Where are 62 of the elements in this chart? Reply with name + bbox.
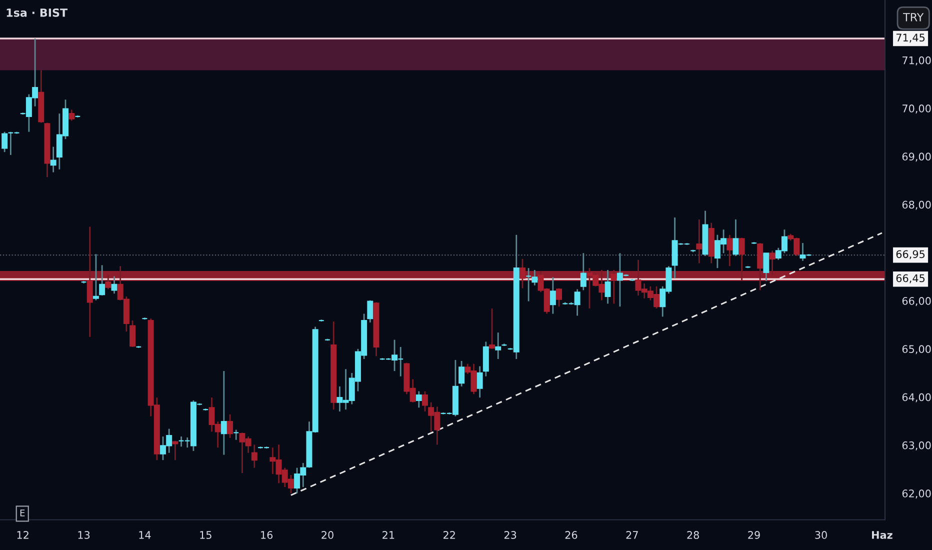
y-tick-label: 69,00 xyxy=(902,152,931,162)
y-tick-label: 70,00 xyxy=(902,104,931,114)
x-tick-label: 28 xyxy=(687,531,699,539)
candlestick xyxy=(105,274,112,290)
x-tick-label: 26 xyxy=(565,531,578,539)
x-tick-label: 12 xyxy=(17,531,28,539)
candlestick xyxy=(111,276,118,294)
candlestick xyxy=(726,234,733,267)
candlestick xyxy=(580,252,586,291)
candlestick xyxy=(251,444,258,468)
ref-line-label: 66,45 xyxy=(896,274,925,284)
y-tick-label: 65,00 xyxy=(902,345,931,354)
x-tick-label: Haz xyxy=(872,531,892,539)
candlestick xyxy=(495,332,502,360)
candlestick xyxy=(732,218,739,257)
candlestick xyxy=(610,269,617,304)
candlestick xyxy=(476,366,483,398)
x-tick-label: 27 xyxy=(626,531,638,539)
ref-line-label: 71,45 xyxy=(896,34,925,43)
candlestick xyxy=(763,252,770,282)
x-tick-label: 20 xyxy=(322,531,334,539)
candlestick xyxy=(92,253,99,301)
x-tick-label: 23 xyxy=(504,531,516,539)
candlestick xyxy=(519,258,526,289)
candlestick xyxy=(233,429,240,441)
candlestick xyxy=(367,300,374,324)
candlestick xyxy=(172,440,178,461)
x-tick-label: 15 xyxy=(200,531,212,539)
y-tick-label: 63,00 xyxy=(902,441,931,450)
x-tick-label: 14 xyxy=(139,531,151,539)
x-tick-label: 22 xyxy=(443,531,455,539)
y-tick-label: 64,00 xyxy=(902,393,931,402)
text: TRY xyxy=(903,13,924,22)
candlestick xyxy=(696,218,702,264)
x-tick-label: 21 xyxy=(382,531,394,539)
candlestick xyxy=(604,269,611,304)
candlestick xyxy=(458,360,465,388)
y-tick-label: 71,00 xyxy=(902,56,931,66)
candlestick xyxy=(220,370,227,456)
candlestick xyxy=(50,146,56,173)
candlestick xyxy=(550,276,556,314)
candlestick xyxy=(738,237,745,282)
x-tick-label: 30 xyxy=(815,531,827,539)
text: 1sa · BIST xyxy=(6,8,68,17)
candlestick xyxy=(86,226,93,338)
candlestick xyxy=(99,264,106,296)
annotation: E xyxy=(20,510,25,516)
ref-line-label: 66,95 xyxy=(896,250,925,260)
candlestick xyxy=(416,390,422,408)
candlestick xyxy=(489,308,495,350)
candlestick xyxy=(227,414,233,439)
y-tick-label: 68,00 xyxy=(902,200,931,210)
candlestick xyxy=(68,109,75,122)
candlestick xyxy=(422,390,428,412)
candlestick xyxy=(130,320,136,348)
y-tick-label: 62,00 xyxy=(902,490,931,498)
x-tick-label: 16 xyxy=(261,531,273,539)
x-tick-label: 29 xyxy=(748,531,760,539)
candlestick xyxy=(769,250,776,276)
y-tick-label: 66,00 xyxy=(902,297,931,306)
x-tick-label: 13 xyxy=(78,531,90,539)
candlestick xyxy=(556,288,562,308)
